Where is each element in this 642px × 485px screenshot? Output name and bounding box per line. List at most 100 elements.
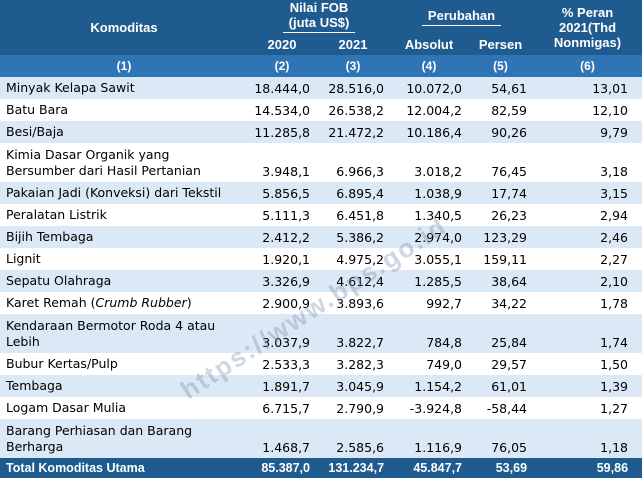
value-2020: 18.444,0 (248, 77, 316, 99)
table-row: Barang Perhiasan dan Barang Berharga 1.4… (0, 419, 642, 458)
value-2021: 6.451,8 (316, 204, 391, 226)
total-share-nonmigas: 59,86 (533, 458, 642, 478)
change-percent: 61,01 (468, 375, 534, 397)
value-2021: 2.790,9 (316, 397, 391, 419)
commodity-name: Besi/Baja (0, 121, 248, 143)
share-nonmigas: 3,15 (533, 182, 642, 204)
table-row: Kendaraan Bermotor Roda 4 atau Lebih 3.0… (0, 314, 642, 353)
commodity-name: Batu Bara (0, 99, 248, 121)
header-absolut: Absolut (390, 33, 469, 55)
table-footer: Total Komoditas Utama 85.387,0 131.234,7… (0, 458, 642, 478)
commodity-name: Tembaga (0, 375, 248, 397)
share-nonmigas: 9,79 (533, 121, 642, 143)
header-peran-line3: Nonmigas) (553, 35, 622, 50)
table-row: Sepatu Olahraga 3.326,9 4.612,4 1.285,5 … (0, 270, 642, 292)
value-2021: 3.045,9 (316, 375, 391, 397)
commodity-name: Kendaraan Bermotor Roda 4 atau Lebih (0, 314, 248, 353)
change-percent: 90,26 (468, 121, 534, 143)
column-number-2: (2) (248, 55, 316, 77)
header-komoditas: Komoditas (0, 0, 248, 55)
share-nonmigas: 12,10 (533, 99, 642, 121)
header-peran-line1: % Peran (561, 5, 614, 20)
change-percent: 25,84 (468, 314, 534, 353)
commodity-name: Barang Perhiasan dan Barang Berharga (0, 419, 248, 458)
commodity-name: Pakaian Jadi (Konveksi) dari Tekstil (0, 182, 248, 204)
table-row: Tembaga 1.891,7 3.045,9 1.154,2 61,01 1,… (0, 375, 642, 397)
table-row: Minyak Kelapa Sawit 18.444,0 28.516,0 10… (0, 77, 642, 99)
value-2020: 1.920,1 (248, 248, 316, 270)
header-nilai-fob: Nilai FOB (juta US$) (248, 0, 391, 33)
value-2021: 3.893,6 (316, 292, 391, 314)
commodity-name-italic: Crumb Rubber (95, 295, 187, 310)
column-number-4: (4) (390, 55, 469, 77)
share-nonmigas: 2,94 (533, 204, 642, 226)
commodity-name-suffix: ) (186, 295, 192, 310)
change-percent: 54,61 (468, 77, 534, 99)
change-absolute: 3.018,2 (390, 143, 469, 182)
header-peran: % Peran 2021(Thd Nonmigas) (533, 0, 642, 55)
total-change-absolute: 45.847,7 (390, 458, 469, 478)
value-2020: 2.900,9 (248, 292, 316, 314)
commodity-name: Logam Dasar Mulia (0, 397, 248, 419)
commodity-name: Sepatu Olahraga (0, 270, 248, 292)
total-label: Total Komoditas Utama (0, 458, 248, 478)
total-value-2020: 85.387,0 (248, 458, 316, 478)
table-header: Komoditas Nilai FOB (juta US$) Perubahan… (0, 0, 642, 77)
value-2021: 4.612,4 (316, 270, 391, 292)
change-absolute: 1.154,2 (390, 375, 469, 397)
value-2020: 2.533,3 (248, 353, 316, 375)
header-peran-line2: 2021(Thd (558, 20, 617, 35)
share-nonmigas: 2,10 (533, 270, 642, 292)
commodity-name-prefix: Karet Remah ( (6, 295, 96, 310)
value-2020: 3.326,9 (248, 270, 316, 292)
commodity-name: Lignit (0, 248, 248, 270)
value-2021: 6.895,4 (316, 182, 391, 204)
table-row: Lignit 1.920,1 4.975,2 3.055,1 159,11 2,… (0, 248, 642, 270)
table-row: Besi/Baja 11.285,8 21.472,2 10.186,4 90,… (0, 121, 642, 143)
value-2021: 6.966,3 (316, 143, 391, 182)
change-absolute: 1.038,9 (390, 182, 469, 204)
value-2021: 26.538,2 (316, 99, 391, 121)
value-2021: 3.282,3 (316, 353, 391, 375)
value-2020: 6.715,7 (248, 397, 316, 419)
value-2020: 5.856,5 (248, 182, 316, 204)
header-2021: 2021 (316, 33, 391, 55)
table-body: Minyak Kelapa Sawit 18.444,0 28.516,0 10… (0, 77, 642, 458)
value-2020: 11.285,8 (248, 121, 316, 143)
change-percent: 82,59 (468, 99, 534, 121)
change-percent: 29,57 (468, 353, 534, 375)
share-nonmigas: 1,27 (533, 397, 642, 419)
share-nonmigas: 3,18 (533, 143, 642, 182)
change-absolute: 1.340,5 (390, 204, 469, 226)
value-2021: 2.585,6 (316, 419, 391, 458)
table-row: Logam Dasar Mulia 6.715,7 2.790,9 -3.924… (0, 397, 642, 419)
share-nonmigas: 13,01 (533, 77, 642, 99)
total-row: Total Komoditas Utama 85.387,0 131.234,7… (0, 458, 642, 478)
share-nonmigas: 1,18 (533, 419, 642, 458)
share-nonmigas: 1,74 (533, 314, 642, 353)
commodity-name: Bubur Kertas/Pulp (0, 353, 248, 375)
total-value-2021: 131.234,7 (316, 458, 391, 478)
change-absolute: -3.924,8 (390, 397, 469, 419)
table-row: Kimia Dasar Organik yang Bersumber dari … (0, 143, 642, 182)
value-2020: 3.037,9 (248, 314, 316, 353)
change-percent: 26,23 (468, 204, 534, 226)
change-percent: 38,64 (468, 270, 534, 292)
table-row: Pakaian Jadi (Konveksi) dari Tekstil 5.8… (0, 182, 642, 204)
share-nonmigas: 1,78 (533, 292, 642, 314)
share-nonmigas: 1,50 (533, 353, 642, 375)
change-percent: 123,29 (468, 226, 534, 248)
change-percent: 17,74 (468, 182, 534, 204)
change-absolute: 992,7 (390, 292, 469, 314)
column-number-5: (5) (468, 55, 534, 77)
total-change-percent: 53,69 (468, 458, 534, 478)
commodity-name: Bijih Tembaga (0, 226, 248, 248)
change-absolute: 3.055,1 (390, 248, 469, 270)
commodity-name: Peralatan Listrik (0, 204, 248, 226)
commodity-name: Karet Remah (Crumb Rubber) (0, 292, 248, 314)
change-percent: 76,45 (468, 143, 534, 182)
change-absolute: 1.116,9 (390, 419, 469, 458)
share-nonmigas: 2,27 (533, 248, 642, 270)
value-2020: 3.948,1 (248, 143, 316, 182)
